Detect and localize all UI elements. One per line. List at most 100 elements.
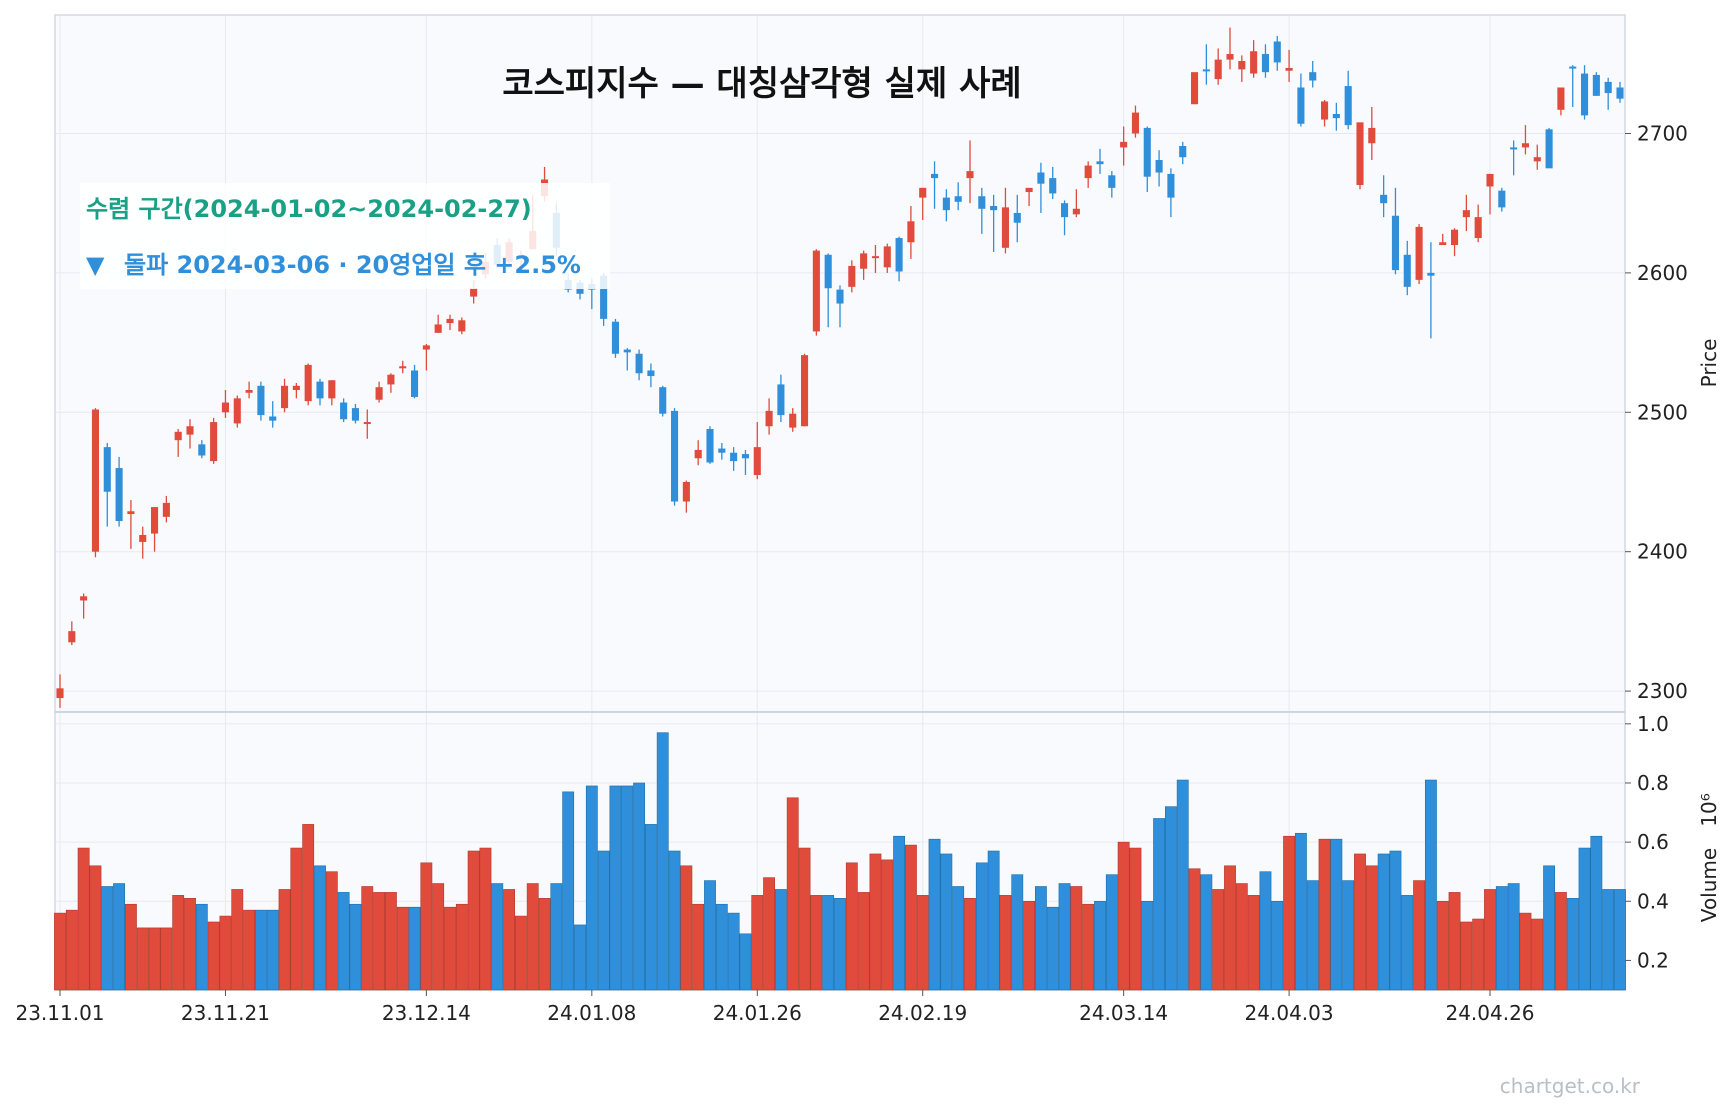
volume-bar	[444, 906, 456, 991]
candle-body	[56, 688, 64, 699]
candle-body	[446, 318, 454, 324]
volume-axis-label: Volume	[1697, 848, 1721, 922]
candle-body	[1155, 159, 1163, 173]
candle-body	[600, 275, 608, 319]
volume-bar	[538, 898, 551, 991]
candle-body	[1191, 72, 1199, 105]
candle-body	[221, 402, 229, 413]
volume-bar	[1590, 835, 1603, 991]
x-axis-ticks: 23.11.01 23.11.21 23.12.14 24.01.08 24.01.26…	[15, 990, 1535, 1025]
candle-body	[1167, 173, 1175, 198]
candle-body	[1297, 87, 1305, 124]
volume-bar	[1389, 850, 1402, 991]
volume-axis-ticks: 0.2 0.4 0.6 0.8 1.0	[1625, 712, 1669, 972]
candle-body	[1273, 41, 1281, 63]
volume-bar	[597, 850, 610, 991]
candle-body	[966, 171, 974, 179]
candle-body	[931, 173, 939, 179]
volume-bar	[834, 898, 846, 991]
volume-bar	[1129, 847, 1142, 991]
candle-body	[198, 444, 206, 456]
candle-body	[1108, 175, 1116, 188]
candle-body	[978, 196, 986, 209]
candle-body	[1238, 61, 1246, 70]
volume-bar	[1235, 883, 1248, 991]
volume-bar	[219, 915, 232, 991]
volume-bars	[54, 732, 1626, 991]
candle-body	[1592, 74, 1600, 96]
candle-body	[1344, 86, 1352, 126]
candle-body	[860, 253, 868, 269]
candle-body	[68, 631, 76, 643]
volume-bar	[621, 785, 634, 991]
candle-body	[753, 447, 761, 476]
candle-body	[1462, 210, 1470, 218]
price-tick-label: 2700	[1637, 121, 1688, 145]
candle-body	[351, 408, 359, 421]
volume-bar	[1330, 838, 1343, 991]
candle-body	[281, 385, 289, 409]
candle-body	[871, 256, 879, 259]
candle-body	[1604, 81, 1612, 94]
volume-bar	[1614, 889, 1626, 991]
volume-bar	[1082, 903, 1095, 991]
candle-body	[1202, 69, 1210, 72]
volume-bar	[514, 915, 527, 991]
volume-bar	[526, 883, 539, 991]
volume-bar	[1141, 900, 1154, 991]
volume-bar	[585, 785, 598, 991]
volume-tick-label: 0.4	[1637, 889, 1669, 913]
breakout-annotation: 돌파 2024-03-06 · 20영업일 후 +2.5%	[124, 251, 581, 279]
volume-bar	[1117, 841, 1130, 991]
candle-body	[1486, 173, 1494, 187]
volume-bar	[384, 892, 397, 991]
candle-body	[623, 349, 631, 353]
candle-body	[1439, 242, 1447, 246]
candle-body	[1321, 101, 1329, 120]
volume-bar	[668, 850, 681, 991]
candle-body	[1427, 272, 1435, 276]
candle-body	[1510, 147, 1518, 150]
candle-body	[139, 534, 147, 542]
candle-body	[659, 387, 667, 414]
candle-body	[706, 429, 714, 463]
volume-bar	[290, 847, 303, 991]
volume-tick-label: 0.6	[1637, 830, 1669, 854]
volume-bar	[113, 883, 126, 991]
candle-body	[328, 380, 336, 399]
volume-bar	[952, 886, 965, 991]
candle-body	[824, 254, 832, 289]
volume-bar	[195, 903, 208, 991]
volume-bar	[1413, 880, 1426, 991]
candle-body	[671, 410, 679, 502]
candle-body	[1391, 215, 1399, 271]
candle-body	[257, 385, 265, 416]
volume-bar	[975, 862, 988, 991]
candle-body	[434, 324, 442, 333]
candle-body	[1368, 127, 1376, 144]
candle-body	[292, 385, 300, 390]
candle-body	[151, 507, 159, 534]
volume-bar	[1259, 871, 1272, 991]
candle-body	[1084, 165, 1092, 179]
volume-bar	[148, 927, 161, 991]
candle-body	[1451, 229, 1459, 246]
candle-body	[1356, 122, 1364, 186]
volume-bar	[373, 892, 386, 991]
price-tick-label: 2300	[1637, 679, 1688, 703]
volume-bar	[609, 785, 622, 991]
candle-body	[162, 502, 170, 517]
volume-bar	[231, 889, 244, 991]
candle-body	[186, 426, 194, 435]
volume-bar	[1460, 921, 1473, 991]
candle-body	[1061, 203, 1069, 218]
volume-bar	[1070, 886, 1083, 991]
volume-bar	[101, 886, 114, 991]
candle-body	[304, 364, 312, 402]
volume-tick-label: 0.2	[1637, 948, 1669, 972]
candle-body	[954, 196, 962, 202]
price-axis-ticks: 2300 2400 2500 2600 2700	[1625, 121, 1688, 703]
volume-bar	[1224, 865, 1236, 991]
volume-exponent-label: 10⁶	[1697, 793, 1721, 826]
candle-body	[883, 246, 891, 268]
